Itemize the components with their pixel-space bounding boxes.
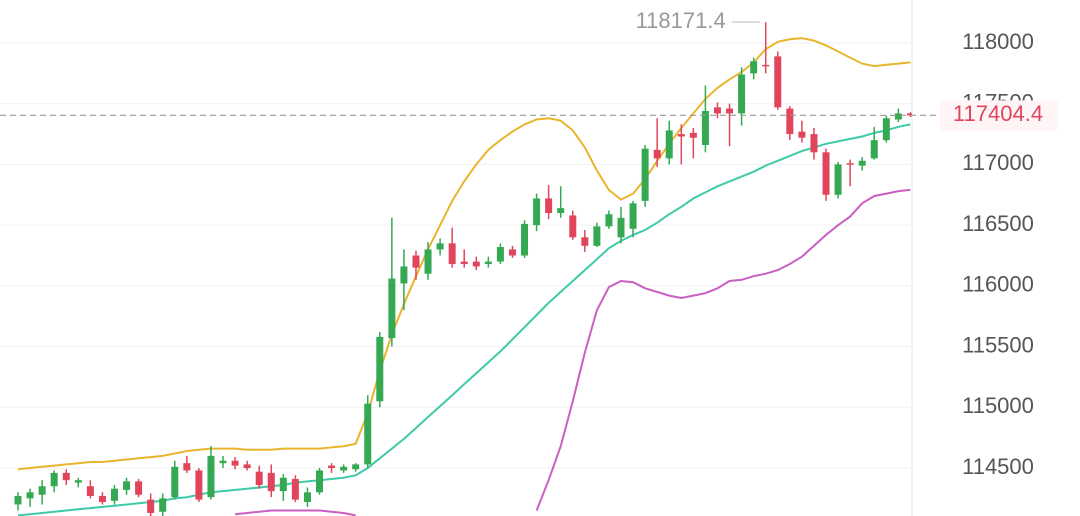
candle-body [352, 464, 360, 470]
y-tick-label: 115000 [962, 393, 1034, 418]
candle-body [533, 198, 541, 226]
candle-body [183, 463, 191, 471]
candle-body [593, 226, 601, 246]
candle-body [448, 243, 456, 265]
last-price-label: 117404.4 [953, 101, 1043, 126]
candle-body [822, 152, 830, 195]
candle-body [14, 495, 22, 505]
candle-body [738, 74, 746, 114]
candle-body [388, 278, 396, 339]
candle-body [557, 208, 565, 214]
candle-body [316, 470, 323, 493]
band-line [17, 123, 911, 516]
candle-body [689, 132, 697, 138]
candle-body [508, 249, 516, 256]
candle-body [364, 403, 372, 465]
candle-body [26, 492, 34, 499]
candle-body [774, 56, 782, 108]
candle-body [617, 217, 625, 238]
candle-body [195, 470, 203, 500]
candle-body [38, 486, 46, 495]
candle-body [701, 110, 709, 145]
candle-body [629, 203, 637, 229]
y-tick-label: 114500 [962, 454, 1034, 479]
max-label: 118171.4 [636, 8, 726, 33]
candle-body [496, 247, 504, 262]
candle-body [255, 471, 263, 486]
candle-body [894, 113, 902, 120]
candle-body [882, 118, 890, 141]
candle-body [98, 495, 106, 503]
candle-body [50, 472, 58, 487]
candle-body [267, 472, 275, 492]
candle-body [436, 243, 444, 250]
candle-body [340, 466, 348, 471]
candle-body [677, 134, 685, 137]
candle-body [810, 134, 818, 153]
candle-body [159, 498, 167, 512]
overlay: 118171.4 117404.4 [0, 8, 1058, 131]
y-tick-label: 116500 [962, 211, 1034, 236]
candle-body [424, 249, 432, 274]
candle-body [231, 460, 239, 466]
candle-body [62, 472, 70, 481]
candle-body [521, 223, 529, 256]
candle-body [605, 214, 613, 227]
candle-body [713, 107, 721, 114]
candle-body [400, 266, 408, 284]
candle-body [291, 478, 299, 500]
candle-body [581, 237, 589, 246]
candle-body [786, 108, 794, 135]
candle-body [110, 488, 118, 501]
candle-body [171, 466, 179, 498]
y-tick-label: 118000 [962, 29, 1034, 54]
candle-body [376, 336, 384, 402]
candle-body [328, 465, 336, 469]
candle-body [279, 477, 287, 492]
candle-body [412, 255, 420, 268]
candle-body [147, 499, 155, 513]
candle-body [219, 460, 227, 464]
candle-body [123, 481, 131, 490]
candle-body [569, 215, 577, 238]
candle-body [750, 61, 758, 74]
grid: 1145001150001155001160001165001170001175… [0, 29, 1034, 479]
candle-body [858, 160, 866, 166]
candle-body [641, 148, 649, 201]
band-line [235, 188, 911, 516]
candle-body [665, 130, 673, 159]
candle-body [86, 486, 94, 496]
candle-body [726, 108, 734, 114]
candle-body [135, 481, 143, 495]
candle-body [906, 113, 912, 116]
candle-body [846, 163, 854, 165]
candle-body [303, 492, 311, 503]
candle-body [762, 64, 770, 67]
band-line [17, 37, 911, 471]
candle-body [484, 261, 492, 265]
candle-body [207, 455, 215, 498]
candle-body [460, 261, 468, 265]
candle-body [834, 164, 842, 195]
candle-body [74, 480, 82, 483]
y-tick-label: 116000 [962, 272, 1034, 297]
candle-body [243, 464, 251, 469]
y-tick-label: 117000 [962, 150, 1034, 175]
candle-body [653, 149, 661, 159]
candle-body [545, 198, 553, 214]
bands [17, 37, 911, 516]
candles [14, 22, 912, 516]
candle-body [472, 261, 480, 267]
last-price-box [940, 100, 1058, 131]
candle-body [870, 140, 878, 159]
candle-body [798, 131, 806, 138]
y-tick-label: 115500 [962, 332, 1034, 357]
